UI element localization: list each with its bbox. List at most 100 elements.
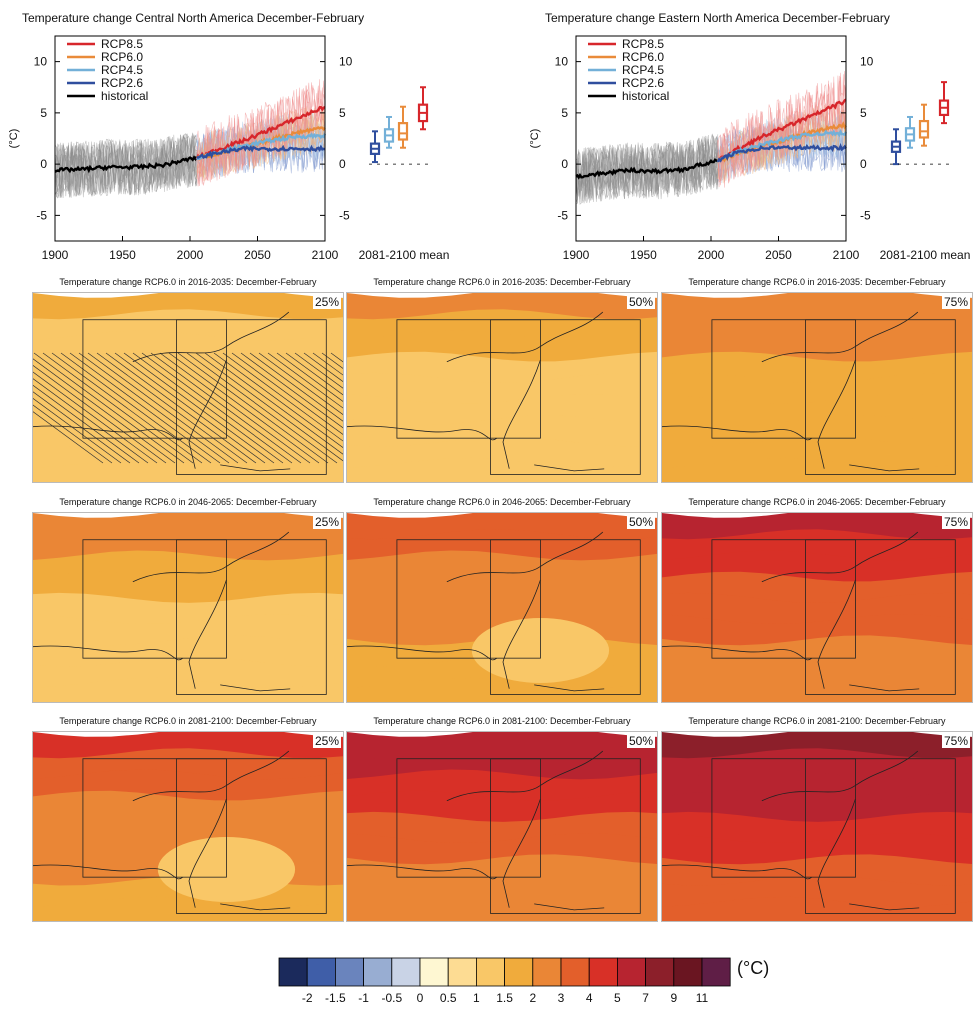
x-tick-label: 2000 bbox=[698, 248, 725, 262]
ts-chart-eastern: -5 -5 0 0 5 5 10 10 1900 1950 2000 2050 2100 (°C) RCP8… bbox=[529, 35, 970, 262]
historical-member bbox=[575, 134, 719, 199]
hatch-line bbox=[33, 378, 149, 464]
y-tick-label-right: 0 bbox=[339, 157, 346, 171]
colorbar-label: 1.5 bbox=[496, 991, 513, 1005]
y-axis-label: (°C) bbox=[529, 129, 541, 149]
percentile-label: 75% bbox=[941, 734, 970, 748]
y-tick-label: 5 bbox=[40, 106, 47, 120]
region-box-eastern bbox=[176, 758, 327, 914]
map-panel: 25% bbox=[32, 292, 344, 483]
hatch-line bbox=[285, 352, 343, 396]
legend-label: RCP6.0 bbox=[622, 50, 664, 64]
colorbar-label: 2 bbox=[529, 991, 536, 1005]
caribbean-coastline bbox=[220, 464, 291, 472]
map-field bbox=[347, 293, 657, 482]
boxplot-rcp26 bbox=[369, 130, 381, 164]
x-tick-label: 1900 bbox=[42, 248, 69, 262]
historical-spread bbox=[575, 133, 719, 205]
map-field bbox=[347, 732, 657, 921]
hatch-line bbox=[51, 352, 203, 464]
hatch-line bbox=[33, 411, 104, 464]
ts-chart-central: -5 -5 0 0 5 5 10 10 1900 1950 2000 2050 2100 (°C) RCP8… bbox=[8, 35, 450, 262]
boxplot-box bbox=[397, 122, 409, 141]
caribbean-coastline bbox=[849, 684, 920, 692]
percentile-label: 25% bbox=[312, 515, 341, 529]
hatch-line bbox=[159, 352, 311, 464]
y-tick-label-right: -5 bbox=[860, 208, 871, 222]
region-box-central bbox=[711, 758, 856, 878]
caribbean-coastline bbox=[534, 903, 605, 911]
hatch-line bbox=[33, 352, 185, 464]
hatch-line bbox=[33, 365, 167, 464]
mean-line-historical bbox=[575, 158, 719, 180]
colorbar-label: -2 bbox=[302, 991, 313, 1005]
hatch-line bbox=[141, 352, 293, 464]
hatch-line bbox=[294, 352, 343, 389]
x-tick-label: 2100 bbox=[833, 248, 860, 262]
y-tick-label: 0 bbox=[561, 157, 568, 171]
map-panel: 25% bbox=[32, 731, 344, 922]
x-tick-label: 1950 bbox=[109, 248, 136, 262]
region-box-eastern bbox=[490, 758, 641, 914]
percentile-label: 25% bbox=[312, 295, 341, 309]
region-box-central bbox=[711, 319, 856, 439]
spread-member bbox=[196, 88, 326, 185]
hatch-line bbox=[96, 352, 248, 464]
boxplot-label: 2081-2100 mean bbox=[359, 248, 450, 262]
y-tick-label-right: 0 bbox=[860, 157, 867, 171]
colorbar-label: -1.5 bbox=[325, 991, 346, 1005]
map-band bbox=[662, 896, 972, 921]
hatch-line bbox=[249, 352, 343, 422]
map-title: Temperature change RCP6.0 in 2081-2100: … bbox=[373, 716, 631, 726]
map-title: Temperature change RCP6.0 in 2081-2100: … bbox=[688, 716, 946, 726]
map-band bbox=[347, 677, 657, 702]
colorbar-label: -1 bbox=[358, 991, 369, 1005]
colorbar-label: 7 bbox=[642, 991, 649, 1005]
hatch-line bbox=[195, 352, 343, 462]
y-tick-label-right: 5 bbox=[339, 106, 346, 120]
historical-spread bbox=[54, 132, 198, 199]
region-box-central bbox=[82, 539, 227, 659]
region-box-central bbox=[82, 758, 227, 878]
y-tick-label: 10 bbox=[555, 55, 569, 69]
legend-label: RCP4.5 bbox=[101, 63, 143, 77]
hatch-line bbox=[312, 352, 343, 376]
hatch-line bbox=[240, 352, 343, 429]
x-tick-label: 1950 bbox=[630, 248, 657, 262]
boxplot-rcp85 bbox=[938, 81, 950, 125]
map-field bbox=[33, 293, 343, 482]
x-tick-label: 2000 bbox=[177, 248, 204, 262]
colorbar-label: 4 bbox=[586, 991, 593, 1005]
map-title: Temperature change RCP6.0 in 2016-2035: … bbox=[688, 277, 946, 287]
region-box-eastern bbox=[490, 539, 641, 695]
y-tick-label: -5 bbox=[36, 208, 47, 222]
y-tick-label-right: 5 bbox=[860, 106, 867, 120]
x-tick-label: 2050 bbox=[244, 248, 271, 262]
historical-member bbox=[54, 133, 198, 198]
hatch-line bbox=[33, 371, 158, 464]
hatch-line bbox=[186, 352, 338, 464]
map-field bbox=[662, 293, 972, 482]
hatch-line bbox=[258, 352, 343, 416]
region-box-central bbox=[711, 539, 856, 659]
region-box-eastern bbox=[805, 758, 956, 914]
map-panel: 50% bbox=[346, 292, 658, 483]
x-tick-label: 1900 bbox=[563, 248, 590, 262]
hatch-line bbox=[33, 384, 140, 464]
ts-title-central: Temperature change Central North America… bbox=[22, 11, 365, 25]
map-panel: 50% bbox=[346, 731, 658, 922]
hatch-line bbox=[213, 352, 343, 449]
caribbean-coastline bbox=[534, 464, 605, 472]
caribbean-coastline bbox=[849, 464, 920, 472]
hatch-line bbox=[222, 352, 343, 442]
mean-line-rcp26 bbox=[716, 142, 847, 163]
colorbar-label: 5 bbox=[614, 991, 621, 1005]
percentile-label: 75% bbox=[941, 515, 970, 529]
map-field bbox=[33, 513, 343, 702]
legend-label: RCP2.6 bbox=[622, 76, 664, 90]
colorbar-label: 3 bbox=[558, 991, 565, 1005]
region-box-eastern bbox=[805, 319, 956, 475]
map-title: Temperature change RCP6.0 in 2046-2065: … bbox=[373, 497, 631, 507]
map-field bbox=[347, 513, 657, 702]
colorbar-label: 0.5 bbox=[440, 991, 457, 1005]
